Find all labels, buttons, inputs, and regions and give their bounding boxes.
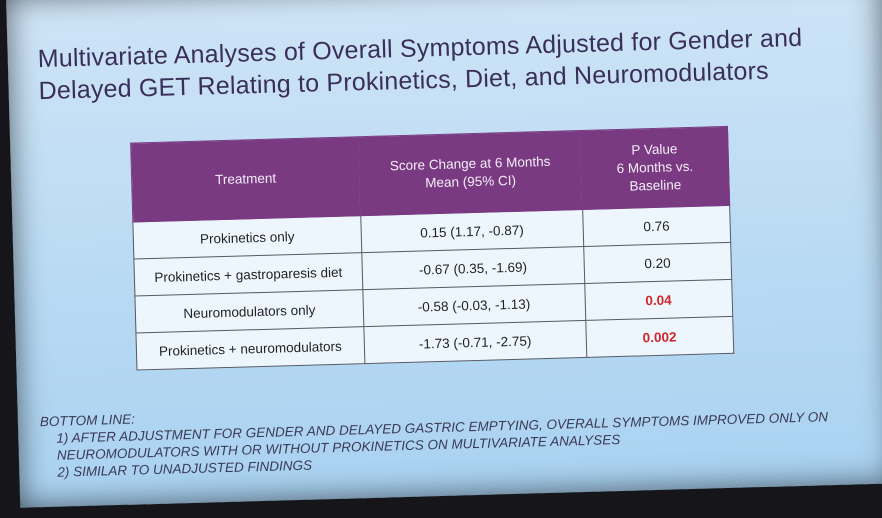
cell-p-value: 0.20 (583, 242, 732, 284)
cell-score-change: -0.58 (-0.03, -1.13) (362, 283, 586, 327)
header-p-value: P Value 6 Months vs. Baseline (580, 126, 730, 210)
cell-score-change: -1.73 (-0.71, -2.75) (363, 320, 587, 364)
cell-p-value-significant: 0.04 (584, 279, 733, 321)
results-table: Treatment Score Change at 6 Months Mean … (130, 126, 734, 371)
cell-treatment: Neuromodulators only (134, 289, 364, 334)
cell-score-change: 0.15 (1.17, -0.87) (360, 209, 584, 253)
header-treatment: Treatment (130, 136, 361, 223)
cell-score-change: -0.67 (0.35, -1.69) (361, 246, 585, 290)
cell-treatment: Prokinetics + neuromodulators (135, 326, 365, 370)
cell-treatment: Prokinetics + gastroparesis diet (133, 252, 363, 297)
cell-p-value: 0.76 (582, 205, 731, 247)
bottom-line-notes: BOTTOM LINE: 1) AFTER ADJUSTMENT FOR GEN… (40, 390, 882, 481)
header-score-change: Score Change at 6 Months Mean (95% CI) (358, 130, 583, 216)
presentation-slide: Multivariate Analyses of Overall Symptom… (6, 0, 882, 508)
slide-title: Multivariate Analyses of Overall Symptom… (37, 20, 868, 107)
cell-treatment: Prokinetics only (132, 215, 362, 260)
cell-p-value-significant: 0.002 (585, 316, 734, 358)
